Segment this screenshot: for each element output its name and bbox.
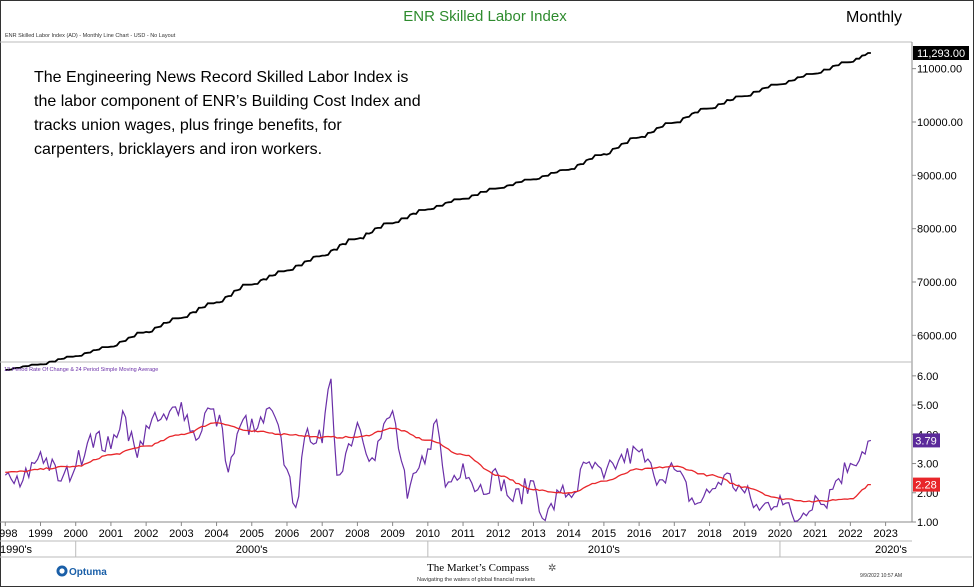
roc-last-value: 3.79 xyxy=(915,435,936,447)
x-tick-label: 2000 xyxy=(63,528,87,540)
price-last-value-badge: 11,293.00 xyxy=(913,46,969,60)
price-last-value: 11,293.00 xyxy=(917,48,965,60)
x-tick-label: 1999 xyxy=(28,528,52,540)
x-tick-label: 2014 xyxy=(556,528,580,540)
price-y-tick-label: 9000.00 xyxy=(917,170,957,182)
price-y-tick-label: 10000.00 xyxy=(917,117,963,129)
publisher-name: The Market’s Compass xyxy=(427,562,529,574)
compass-icon: ✲ xyxy=(548,563,556,574)
chart-subtitle: ENR Skilled Labor Index (AD) - Monthly L… xyxy=(5,33,176,39)
decade-label: 2020's xyxy=(875,544,908,556)
x-tick-label: 2016 xyxy=(627,528,651,540)
optuma-logo: Optuma xyxy=(56,565,107,578)
roc-y-tick-label: 1.00 xyxy=(917,517,938,529)
annotation-line-2: the labor component of ENR’s Building Co… xyxy=(34,93,421,110)
price-series-line xyxy=(5,52,871,371)
roc-y-tick-label: 6.00 xyxy=(917,371,938,383)
chart-title: ENR Skilled Labor Index xyxy=(403,8,567,25)
price-y-tick-label: 6000.00 xyxy=(917,330,957,342)
sma-series-line xyxy=(5,421,871,503)
period-label: Monthly xyxy=(846,9,902,26)
sma-last-value: 2.28 xyxy=(915,480,936,492)
x-tick-label: 2011 xyxy=(451,528,475,540)
x-tick-label: 2004 xyxy=(204,528,228,540)
x-tick-label: 2019 xyxy=(732,528,756,540)
x-tick-label: 2007 xyxy=(310,528,334,540)
decade-axis: 1990's 2000's 2010's 2020's xyxy=(0,541,908,557)
optuma-brand: Optuma xyxy=(69,567,107,578)
price-y-tick-label: 7000.00 xyxy=(917,277,957,289)
x-tick-label: 2015 xyxy=(592,528,616,540)
roc-last-value-badge: 3.79 xyxy=(913,433,940,448)
price-y-tick-label: 8000.00 xyxy=(917,224,957,236)
decade-label: 1990's xyxy=(0,544,33,556)
roc-series-line xyxy=(4,378,872,523)
decade-label: 2010's xyxy=(588,544,621,556)
x-tick-label: 2005 xyxy=(240,528,264,540)
x-tick-label: 2001 xyxy=(99,528,123,540)
x-axis: 1998 1999 2000 2001 2002 2003 2004 2005 2006 2007… xyxy=(0,522,898,540)
x-tick-label: 2018 xyxy=(697,528,721,540)
x-tick-label: 2008 xyxy=(345,528,369,540)
roc-y-tick-label: 5.00 xyxy=(917,400,938,412)
x-tick-label: 2010 xyxy=(416,528,440,540)
x-tick-label: 2013 xyxy=(521,528,545,540)
x-tick-label: 2012 xyxy=(486,528,510,540)
x-tick-label: 2023 xyxy=(873,528,897,540)
roc-y-tick-label: 3.00 xyxy=(917,459,938,471)
decade-label: 2000's xyxy=(236,544,269,556)
annotation-line-3: tracks union wages, plus fringe benefits… xyxy=(34,117,342,134)
x-tick-label: 2002 xyxy=(134,528,158,540)
annotation-line-1: The Engineering News Record Skilled Labo… xyxy=(34,69,408,86)
x-tick-label: 2009 xyxy=(380,528,404,540)
x-tick-label: 2022 xyxy=(838,528,862,540)
price-y-tick-label: 11000.00 xyxy=(917,64,962,76)
publisher-tagline: Navigating the waters of global financia… xyxy=(417,577,535,583)
annotation-line-4: carpenters, bricklayers and iron workers… xyxy=(34,141,322,158)
x-tick-label: 2003 xyxy=(169,528,193,540)
price-y-axis: 6000.00 7000.00 8000.00 9000.00 10000.00 1100… xyxy=(912,64,963,342)
x-tick-label: 2006 xyxy=(275,528,299,540)
x-tick-label: 2017 xyxy=(662,528,686,540)
roc-y-axis: 1.002.003.004.005.006.00 xyxy=(912,371,938,529)
x-tick-label: 2021 xyxy=(803,528,827,540)
x-tick-label: 2020 xyxy=(768,528,792,540)
sma-last-value-badge: 2.28 xyxy=(913,477,940,492)
x-tick-label: 1998 xyxy=(0,528,18,540)
footer-timestamp: 9/9/2022 10:57 AM xyxy=(860,573,902,579)
indicator-title: 12 Period Rate Of Change & 24 Period Sim… xyxy=(4,367,158,373)
